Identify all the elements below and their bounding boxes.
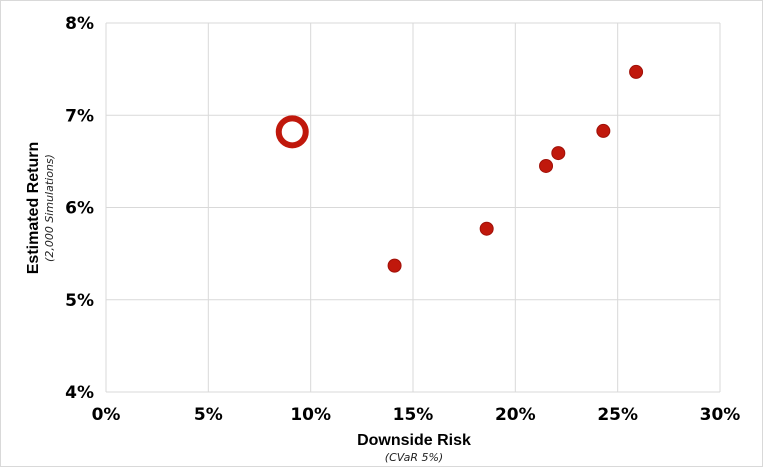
- data-points: [275, 64, 644, 273]
- scatter-point: [479, 221, 494, 236]
- scatter-point: [596, 123, 611, 138]
- x-tick-label: 25%: [597, 405, 638, 425]
- scatter-point: [539, 158, 554, 173]
- y-axis-subtitle: (2,000 Simulations): [43, 154, 56, 262]
- y-axis-title: Estimated Return: [25, 142, 42, 274]
- x-tick-label: 30%: [700, 405, 741, 425]
- gridlines: [105, 22, 721, 393]
- x-axis-subtitle: (CVaR 5%): [385, 451, 443, 464]
- highlighted-ring-point: [275, 115, 309, 149]
- y-tick-label: 4%: [65, 383, 94, 403]
- x-tick-label: 20%: [495, 405, 536, 425]
- scatter-point: [629, 64, 644, 79]
- y-tick-label: 5%: [65, 291, 94, 311]
- x-tick-label: 15%: [393, 405, 434, 425]
- y-tick-label: 6%: [65, 199, 94, 219]
- tick-labels: 0% 5% 10% 15% 20% 25% 30% 4% 5% 6% 7% 8%: [65, 14, 740, 425]
- x-tick-label: 0%: [92, 405, 121, 425]
- x-tick-label: 10%: [290, 405, 331, 425]
- scatter-point: [551, 146, 566, 161]
- x-tick-label: 5%: [194, 405, 223, 425]
- scatter-point: [387, 258, 402, 273]
- y-tick-label: 8%: [65, 14, 94, 34]
- y-tick-label: 7%: [65, 106, 94, 126]
- x-axis-title: Downside Risk: [357, 432, 471, 449]
